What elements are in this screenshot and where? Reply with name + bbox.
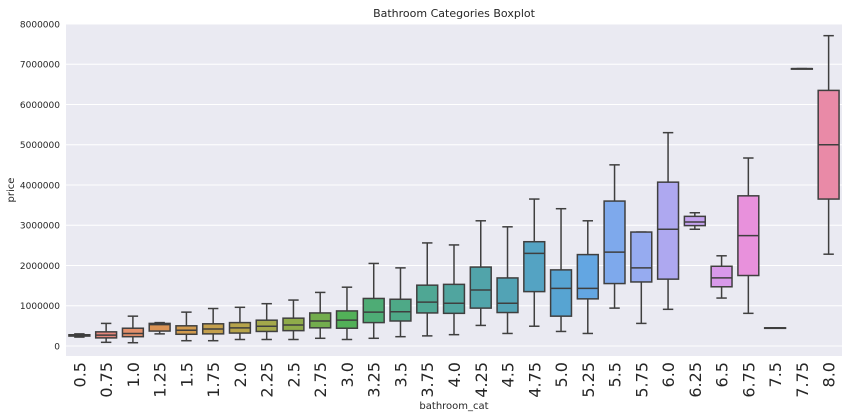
box-body: [148, 322, 171, 332]
x-tick-label: 7.75: [793, 362, 812, 398]
y-tick-label: 3000000: [20, 222, 60, 232]
y-tick-label: 5000000: [20, 141, 60, 151]
box-5.25: [576, 220, 599, 335]
box-body: [710, 265, 733, 288]
x-tick-label: 3.0: [338, 362, 357, 387]
box-body: [656, 181, 680, 280]
box-0.75: [94, 322, 118, 344]
box-body: [630, 231, 653, 283]
y-tick-label: 0: [54, 342, 60, 352]
box-body: [576, 253, 599, 300]
x-tick-label: 6.25: [686, 362, 705, 398]
x-tick-label: 2.25: [258, 362, 277, 398]
box-3.0: [335, 286, 359, 341]
y-axis-label: price: [6, 178, 17, 203]
chart-title: Bathroom Categories Boxplot: [373, 7, 536, 20]
x-tick-label: 4.75: [525, 362, 544, 398]
box-body: [496, 277, 519, 314]
box-6.25: [683, 211, 707, 230]
y-tick-labels: 0 1000000 2000000 3000000 4000000 5000000 6000…: [20, 21, 60, 353]
x-tick-label: 1.25: [151, 362, 170, 398]
x-tick-label: 1.0: [124, 362, 143, 387]
box-body: [469, 266, 492, 309]
box-2.25: [255, 302, 278, 341]
box-6.0: [656, 131, 680, 311]
x-tick-label: 4.25: [472, 362, 491, 398]
x-tick-label: 1.75: [204, 362, 223, 398]
box-3.75: [416, 242, 439, 337]
x-tick-label: 8.0: [820, 362, 839, 387]
y-tick-label: 2000000: [20, 262, 60, 272]
y-tick-label: 1000000: [20, 302, 60, 312]
boxes: [68, 34, 840, 344]
x-axis-label: bathroom_cat: [419, 401, 488, 412]
x-tick-labels: 0.5 0.75 1.0 1.25 1.5 1.75 2.0 2.25 2.5 2.75 3.0 3.…: [70, 362, 838, 398]
x-tick-label: 5.75: [632, 362, 651, 398]
y-tick-label: 7000000: [20, 61, 60, 71]
box-body: [603, 200, 626, 285]
box-6.75: [737, 157, 760, 315]
box-4.5: [496, 226, 519, 335]
box-0.5: [68, 333, 91, 338]
x-tick-label: 3.5: [391, 362, 410, 387]
x-tick-label: 3.25: [365, 362, 384, 398]
box-body: [549, 269, 573, 317]
y-tick-label: 8000000: [20, 21, 60, 31]
x-tick-label: 1.5: [177, 362, 196, 387]
box-body: [416, 284, 439, 314]
box-body: [442, 283, 466, 315]
box-1.5: [175, 311, 198, 342]
x-tick-label: 7.5: [766, 362, 785, 387]
box-1.75: [201, 307, 225, 342]
box-body: [523, 240, 546, 293]
box-5.75: [630, 231, 653, 325]
x-tick-label: 2.75: [311, 362, 330, 398]
x-tick-label: 3.75: [418, 362, 437, 398]
box-4.0: [442, 244, 466, 336]
box-2.75: [309, 291, 332, 340]
box-7.75: [790, 67, 814, 70]
x-tick-label: 4.0: [445, 362, 464, 387]
box-2.0: [228, 306, 252, 341]
box-body: [389, 298, 412, 322]
x-tick-label: 2.0: [231, 362, 250, 387]
box-6.5: [710, 255, 733, 299]
box-1.0: [121, 315, 145, 344]
x-tick-label: 5.5: [606, 362, 625, 387]
box-3.25: [362, 262, 385, 340]
x-tick-label: 2.5: [284, 362, 303, 387]
box-1.25: [148, 321, 171, 335]
x-tick-label: 5.0: [552, 362, 571, 387]
box-body: [362, 297, 385, 324]
x-tick-label: 6.75: [739, 362, 758, 398]
box-7.5: [763, 327, 787, 330]
x-tick-label: 6.0: [659, 362, 678, 387]
box-body: [683, 215, 707, 227]
box-4.25: [469, 220, 492, 327]
box-4.75: [523, 198, 546, 327]
box-5.0: [549, 207, 573, 333]
box-2.5: [282, 299, 305, 341]
x-tick-label: 5.25: [579, 362, 598, 398]
x-tick-label: 6.5: [713, 362, 732, 387]
y-tick-label: 4000000: [20, 181, 60, 191]
box-5.5: [603, 164, 626, 309]
box-3.5: [389, 267, 412, 338]
box-body: [121, 327, 145, 338]
x-tick-label: 0.5: [70, 362, 89, 387]
box-8.0: [817, 34, 840, 255]
y-tick-label: 6000000: [20, 101, 60, 111]
x-tick-label: 0.75: [97, 362, 116, 398]
x-tick-label: 4.5: [499, 362, 518, 387]
